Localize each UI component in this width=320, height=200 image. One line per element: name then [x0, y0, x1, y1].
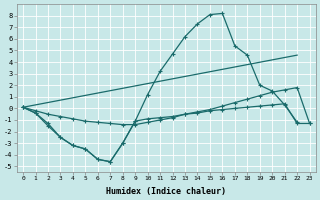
X-axis label: Humidex (Indice chaleur): Humidex (Indice chaleur): [106, 187, 226, 196]
